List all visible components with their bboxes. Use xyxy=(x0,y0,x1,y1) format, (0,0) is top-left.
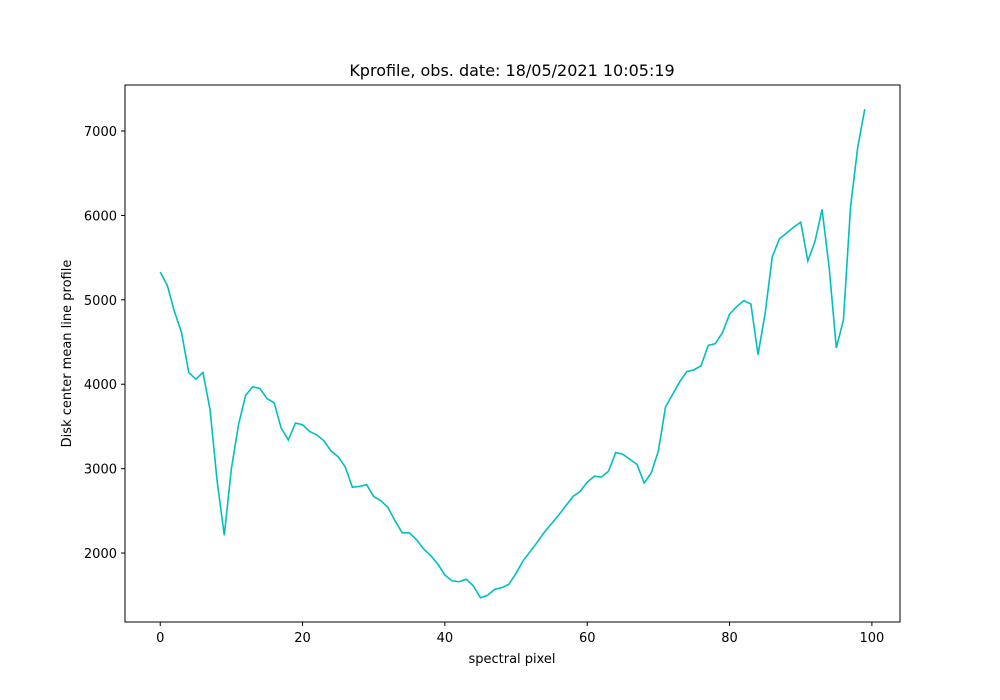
x-tick-label: 40 xyxy=(437,631,454,646)
x-tick-label: 0 xyxy=(156,631,164,646)
y-tick-label: 4000 xyxy=(84,378,117,393)
x-axis-label: spectral pixel xyxy=(468,652,555,667)
data-line xyxy=(159,108,866,599)
x-tick-label: 20 xyxy=(294,631,311,646)
x-tick-label: 100 xyxy=(859,631,884,646)
y-tick-label: 2000 xyxy=(84,547,117,562)
y-tick-label: 7000 xyxy=(84,125,117,140)
x-tick-label: 60 xyxy=(579,631,596,646)
axes-frame xyxy=(124,84,901,623)
y-tick-label: 3000 xyxy=(84,463,117,478)
y-tick-label: 5000 xyxy=(84,294,117,309)
y-tick-label: 6000 xyxy=(84,209,117,224)
chart-title: Kprofile, obs. date: 18/05/2021 10:05:19 xyxy=(349,61,674,80)
y-axis-label: Disk center mean line profile xyxy=(60,260,75,448)
x-tick-label: 80 xyxy=(721,631,738,646)
